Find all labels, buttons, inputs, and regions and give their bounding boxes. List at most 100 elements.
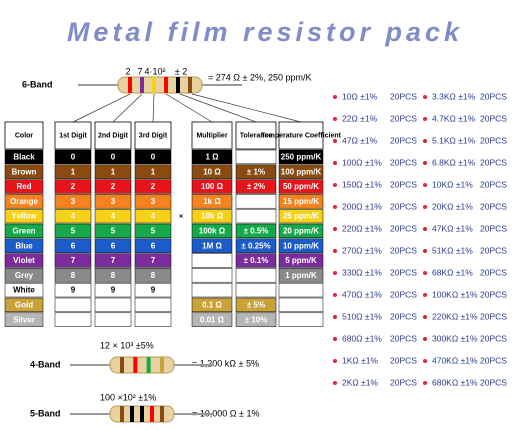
color-cell: [4, 164, 44, 179]
table-cell: [191, 312, 233, 327]
resistor-value: 270Ω ±1%: [342, 245, 382, 255]
six-band-label: 6-Band: [22, 79, 53, 89]
table-cell: [54, 312, 92, 327]
bullet: [333, 271, 337, 275]
bullet: [423, 271, 427, 275]
resistor-qty: 20PCS: [390, 355, 417, 365]
header-text: Temperature Coefficient: [261, 132, 342, 139]
resistor-qty: 20PCS: [480, 135, 507, 145]
four-band-label: 4-Band: [30, 359, 61, 369]
table-cell: [94, 297, 132, 313]
color-cell: [4, 194, 44, 209]
resistor-value: 680KΩ ±1%: [432, 377, 478, 387]
header-text: Multiplier: [196, 132, 227, 139]
resistor-qty: 20PCS: [480, 91, 507, 101]
cell-text: 6: [71, 241, 76, 250]
resistor-value: 510Ω ±1%: [342, 311, 382, 321]
band: [120, 406, 124, 422]
table-cell: [235, 297, 277, 313]
table-cell: [191, 297, 233, 313]
resistor-body: [109, 356, 175, 374]
cell-text: 8: [71, 271, 76, 280]
resistor-value: 10Ω ±1%: [342, 91, 378, 101]
cell-text: 0: [111, 153, 116, 162]
table-cell: [54, 297, 92, 313]
bullet: [423, 183, 427, 187]
cell-text: ± 0.25%: [241, 241, 270, 250]
table-cell: [94, 164, 132, 179]
table-cell: [94, 238, 132, 253]
band: [140, 77, 144, 93]
resistor-qty: 20PCS: [480, 333, 507, 343]
color-cell: [4, 208, 44, 224]
band: [133, 357, 138, 373]
resistor-qty: 20PCS: [480, 157, 507, 167]
color-cell: [4, 282, 44, 298]
cell-text: 1k Ω: [203, 197, 221, 206]
band: [120, 357, 124, 373]
band: [146, 357, 151, 373]
cell-text: 5 ppm/K: [285, 256, 317, 265]
color-cell: [4, 253, 44, 268]
header-cell: [4, 121, 44, 150]
five-band-label: 5-Band: [30, 408, 61, 418]
bullet: [333, 337, 337, 341]
table-cell: [235, 164, 277, 179]
resistor-value: 100Ω ±1%: [342, 157, 382, 167]
header-text: 1st Digit: [59, 132, 87, 139]
table-cell: [235, 194, 277, 209]
table-cell: [94, 268, 132, 283]
resistor-qty: 20PCS: [390, 245, 417, 255]
band-code: 2: [125, 66, 130, 76]
bullet: [333, 139, 337, 143]
resistor-qty: 20PCS: [480, 289, 507, 299]
header-text: Tolerance: [240, 132, 273, 139]
table-cell: [134, 194, 172, 209]
table-cell: [94, 149, 132, 165]
cell-text: 10 Ω: [203, 167, 221, 176]
table-cell: [235, 282, 277, 298]
color-cell: [4, 149, 44, 165]
bullet: [423, 293, 427, 297]
table-cell: [278, 179, 324, 194]
table-cell: [278, 164, 324, 179]
cell-text: 0: [151, 153, 156, 162]
color-name: Silver: [13, 315, 35, 324]
resistor-qty: 20PCS: [390, 201, 417, 211]
cell-text: 0: [71, 153, 76, 162]
resistor-qty: 20PCS: [390, 267, 417, 277]
cell-text: 9: [151, 286, 156, 295]
cell-text: 15 ppm/K: [283, 197, 319, 206]
table-cell: [134, 164, 172, 179]
resistor-value: 10KΩ ±1%: [432, 179, 473, 189]
table-cell: [54, 282, 92, 298]
resistor-qty: 20PCS: [390, 311, 417, 321]
cell-text: ± 10%: [245, 315, 268, 324]
color-cell: [4, 179, 44, 194]
table-cell: [134, 268, 172, 283]
table-cell: [94, 282, 132, 298]
cell-text: 7: [71, 256, 76, 265]
band-code: 4·10²: [144, 66, 165, 76]
bullet: [423, 315, 427, 319]
resistor-value: 20KΩ ±1%: [432, 201, 473, 211]
resistor-qty: 20PCS: [480, 223, 507, 233]
resistor-qty: 20PCS: [480, 179, 507, 189]
resistor-value: 6.8KΩ ±1%: [432, 157, 476, 167]
table-cell: [235, 268, 277, 283]
resistor-qty: 20PCS: [480, 377, 507, 387]
table-cell: [278, 194, 324, 209]
bullet: [333, 359, 337, 363]
table-cell: [278, 223, 324, 239]
bullet: [333, 293, 337, 297]
table-cell: [191, 208, 233, 224]
cell-text: 10 ppm/K: [283, 241, 319, 250]
table-cell: [134, 253, 172, 268]
table-cell: [278, 297, 324, 313]
bullet: [333, 315, 337, 319]
color-name: Gold: [15, 301, 33, 310]
resistor-value: 470Ω ±1%: [342, 289, 382, 299]
cell-text: 100 ppm/K: [281, 167, 322, 176]
band: [140, 406, 144, 422]
